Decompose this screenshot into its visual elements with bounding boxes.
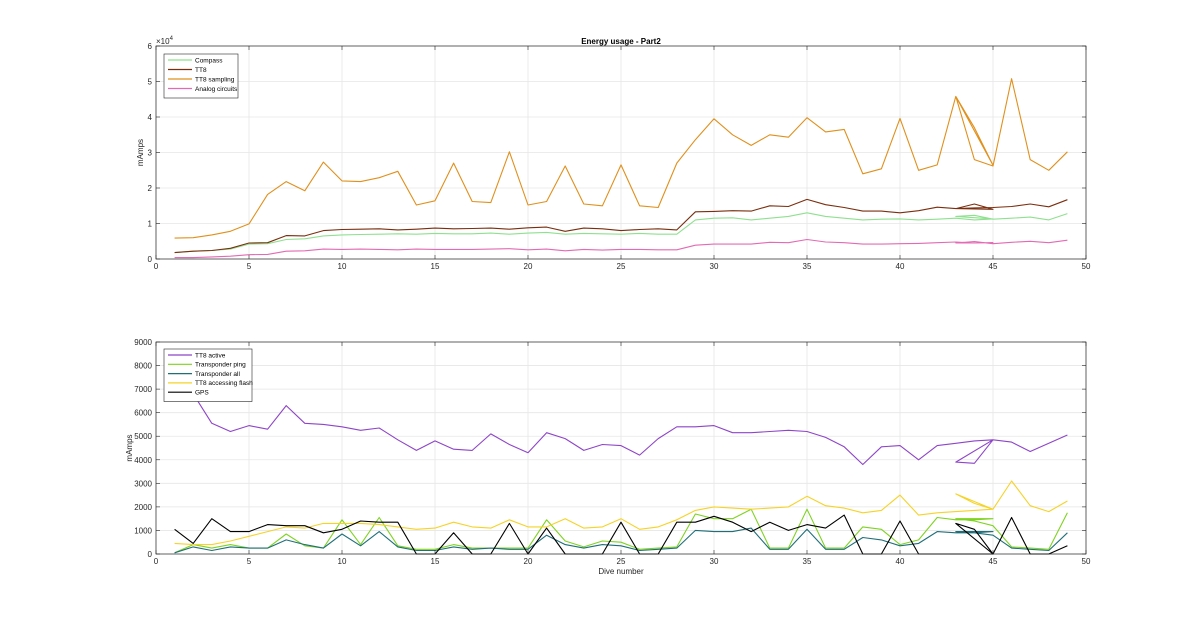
bottom-series-line-transponder-ping <box>174 508 1068 554</box>
bottom-legend: TT8 active Transponder ping Transponder al… <box>163 348 253 402</box>
top-x-tick-label: 40 <box>896 262 905 271</box>
top-x-tick-label: 15 <box>431 262 440 271</box>
top-y-exponent-base: ×10 <box>156 37 170 46</box>
bottom-legend-label: TT8 active <box>195 352 226 359</box>
top-x-tick-label: 45 <box>989 262 998 271</box>
bottom-series-line-tt8-accessing-flash <box>174 480 1068 546</box>
bottom-legend-label: GPS <box>195 390 209 397</box>
bottom-x-tick-label: 10 <box>338 557 347 566</box>
bottom-y-tick-label: 2000 <box>134 503 152 512</box>
top-x-tick-label: 35 <box>803 262 812 271</box>
top-legend-label: Analog circuits <box>195 86 238 93</box>
bottom-y-tick-label: 5000 <box>134 432 152 441</box>
top-y-axis-label: mAmps <box>136 139 145 166</box>
top-legend-box <box>163 53 239 99</box>
bottom-y-tick-label: 9000 <box>134 338 152 347</box>
top-x-tick-label: 50 <box>1082 262 1091 271</box>
bottom-x-tick-label: 35 <box>803 557 812 566</box>
top-series-line-compass <box>174 212 1068 254</box>
top-y-tick-label: 0 <box>148 255 153 264</box>
top-y-exponent-power: 4 <box>170 36 174 42</box>
bottom-x-tick-label: 5 <box>247 557 252 566</box>
bottom-y-axis-label: mAmps <box>125 434 134 461</box>
top-series-line-analog-circuits <box>174 238 1068 259</box>
top-legend-label: Compass <box>195 57 223 64</box>
bottom-series-line-tt8-active <box>174 376 1068 466</box>
top-y-exponent-label: ×104 <box>156 36 174 46</box>
bottom-series-line-transponder-all <box>174 527 1068 554</box>
bottom-x-tick-label: 25 <box>617 557 626 566</box>
top-series-line-tt8-sampling <box>174 78 1068 239</box>
bottom-x-tick-label: 20 <box>524 557 533 566</box>
bottom-x-tick-label: 30 <box>710 557 719 566</box>
top-x-tick-label: 30 <box>710 262 719 271</box>
bottom-y-tick-label: 8000 <box>134 362 152 371</box>
top-y-tick-label: 5 <box>148 78 153 87</box>
top-y-tick-label: 4 <box>148 113 153 122</box>
top-legend: Compass TT8 TT8 sampling Analog circuits <box>163 53 239 99</box>
top-legend-label: TT8 sampling <box>195 76 235 83</box>
top-y-tick-label: 2 <box>148 184 153 193</box>
bottom-legend-label: Transponder all <box>195 371 240 378</box>
top-y-tick-label: 1 <box>148 220 153 229</box>
top-x-tick-label: 20 <box>524 262 533 271</box>
top-series-line-tt8 <box>174 198 1068 254</box>
bottom-y-tick-label: 4000 <box>134 456 152 465</box>
bottom-legend-label: TT8 accessing flash <box>195 380 253 387</box>
top-axes: Energy usage - Part2 mAmps ×104 0 5 10 15 20… <box>136 36 1091 271</box>
top-x-tick-label: 0 <box>154 262 159 271</box>
bottom-axes: mAmps Dive number 0 5 10 15 20 25 30 35 40 45 50 0 1… <box>125 338 1091 576</box>
bottom-x-axis-label: Dive number <box>598 567 644 576</box>
bottom-legend-label: Transponder ping <box>195 362 246 369</box>
top-y-tick-label: 3 <box>148 149 153 158</box>
top-legend-label: TT8 <box>195 67 207 74</box>
bottom-y-tick-label: 1000 <box>134 526 152 535</box>
bottom-y-tick-label: 6000 <box>134 409 152 418</box>
top-x-tick-label: 10 <box>338 262 347 271</box>
bottom-x-tick-label: 50 <box>1082 557 1091 566</box>
bottom-y-tick-label: 3000 <box>134 479 152 488</box>
bottom-x-tick-label: 40 <box>896 557 905 566</box>
top-x-tick-label: 5 <box>247 262 252 271</box>
bottom-y-tick-label: 7000 <box>134 385 152 394</box>
top-grid <box>155 45 1087 260</box>
bottom-x-tick-label: 0 <box>154 557 159 566</box>
top-chart-title: Energy usage - Part2 <box>581 37 661 46</box>
bottom-y-tick-label: 0 <box>148 550 153 559</box>
top-x-tick-label: 25 <box>617 262 626 271</box>
top-y-tick-label: 6 <box>148 42 153 51</box>
bottom-x-tick-label: 45 <box>989 557 998 566</box>
bottom-x-tick-label: 15 <box>431 557 440 566</box>
